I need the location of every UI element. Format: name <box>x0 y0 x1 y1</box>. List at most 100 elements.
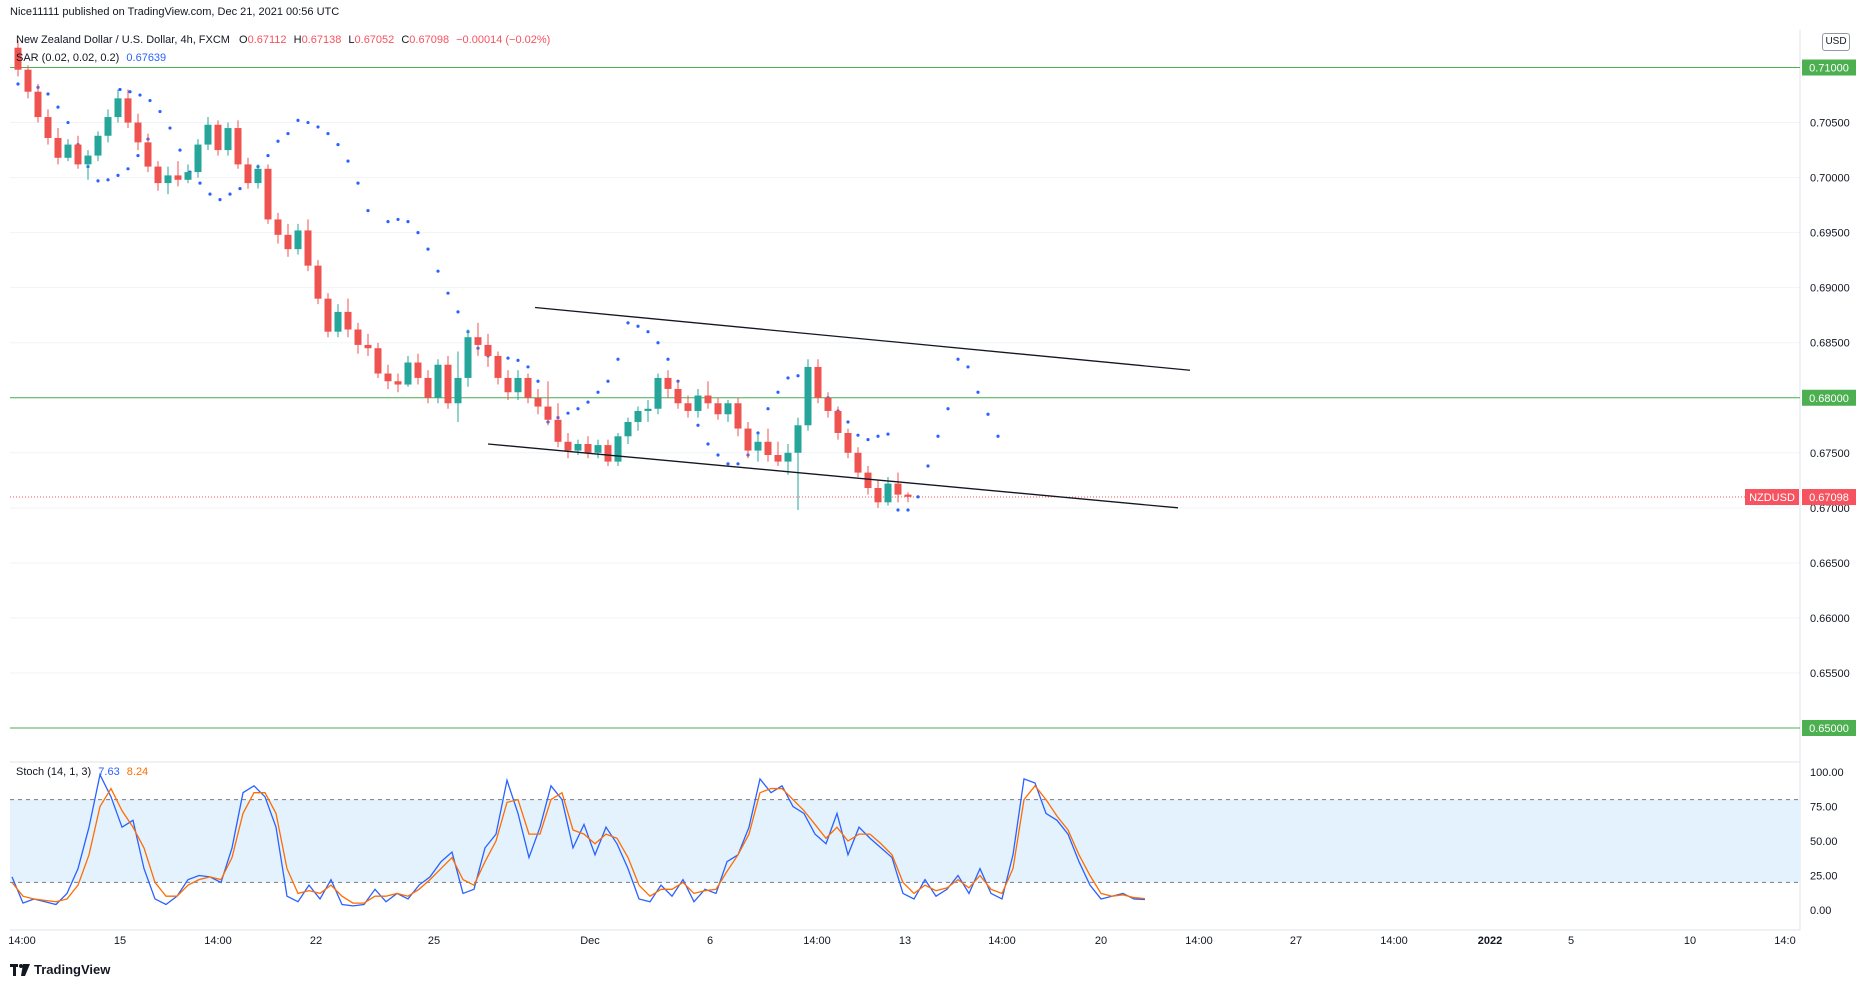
candle-body <box>634 410 642 422</box>
sar-dot <box>916 495 920 499</box>
symbol-header: New Zealand Dollar / U.S. Dollar, 4h, FX… <box>16 34 550 46</box>
candle-body <box>754 441 762 451</box>
candle-body <box>254 168 262 184</box>
candle-body <box>824 397 832 411</box>
price-axis[interactable]: 0.71000 0.70500 0.70000 0.69500 0.69000 0.685… <box>1745 59 1856 736</box>
sar-dots <box>16 82 1000 512</box>
sar-dot <box>228 192 232 196</box>
sar-dot <box>138 93 142 97</box>
time-tick-label: 14:00 <box>1185 935 1213 947</box>
time-tick-label: Dec <box>580 935 600 947</box>
candle-body <box>594 445 602 453</box>
sar-dot <box>626 321 630 325</box>
candle-body <box>584 443 592 453</box>
sar-dot <box>136 153 140 158</box>
price-level-tag: 0.65000 <box>1809 723 1849 735</box>
tradingview-logo[interactable]: TradingView <box>10 962 110 977</box>
last-symbol-tag: NZDUSD <box>1749 492 1795 504</box>
stoch-axis[interactable]: 100.00 75.00 50.00 25.00 0.00 <box>1810 767 1844 917</box>
candle-body <box>64 144 72 158</box>
candle-body <box>514 377 522 393</box>
sar-dot <box>606 379 610 383</box>
candle-body <box>104 117 112 136</box>
candle-body <box>734 403 742 429</box>
candle-body <box>704 395 712 404</box>
sar-dot <box>636 324 640 328</box>
ohlc-change: −0.00014 (−0.02%) <box>456 34 551 46</box>
candle-body <box>454 377 462 404</box>
candle-body <box>904 494 912 497</box>
candle-body <box>434 364 442 398</box>
stoch-tick-label: 25.00 <box>1810 871 1838 883</box>
candle-body <box>284 234 292 250</box>
sar-dot <box>776 390 780 394</box>
candle-body <box>214 124 222 151</box>
candle-body <box>694 395 702 411</box>
candle-body <box>204 124 212 145</box>
price-tick-label: 0.66500 <box>1810 558 1850 570</box>
sar-dot <box>986 412 990 416</box>
last-price-tag-bg <box>1802 489 1856 506</box>
sar-dot <box>956 357 960 361</box>
sar-dot <box>96 179 100 183</box>
price-tick-label: 0.65500 <box>1810 668 1850 680</box>
candle-body <box>304 230 312 266</box>
candle-body <box>164 175 172 184</box>
sar-dot <box>326 131 330 136</box>
candle-body <box>494 355 502 378</box>
price-tick-label: 0.67500 <box>1810 448 1850 460</box>
currency-badge[interactable]: USD <box>1822 33 1850 51</box>
sar-dot <box>118 87 122 92</box>
candle-body <box>854 452 862 473</box>
time-tick-label: 15 <box>114 935 126 947</box>
sar-dot <box>148 98 152 103</box>
sar-legend[interactable]: SAR (0.02, 0.02, 0.2) 0.67639 <box>16 52 166 64</box>
sar-value: 0.67639 <box>126 52 167 64</box>
candle-body <box>684 403 692 411</box>
sar-dot <box>716 453 720 457</box>
horizontal-levels[interactable] <box>10 67 1800 729</box>
candle-body <box>184 172 192 180</box>
price-tick-label: 0.67000 <box>1810 503 1850 515</box>
time-axis[interactable]: 14:00 15 14:00 22 25 Dec 6 14:00 13 14:00 20 14:00 2… <box>8 935 1795 947</box>
channel-upper-trendline[interactable] <box>534 306 1191 371</box>
price-level-tag: 0.68000 <box>1809 393 1849 405</box>
candle-body <box>234 128 242 165</box>
candle-body <box>874 488 882 503</box>
candle-body <box>444 364 452 404</box>
channel-lower-trendline[interactable] <box>487 443 1179 509</box>
candle-body <box>314 265 322 299</box>
sar-dot <box>616 357 620 361</box>
sar-dot <box>396 217 400 222</box>
sar-dot <box>238 187 242 191</box>
sar-dot <box>446 291 450 295</box>
sar-dot <box>536 379 540 383</box>
candle-body <box>504 377 512 393</box>
candle-body <box>334 311 342 332</box>
stoch-tick-label: 50.00 <box>1810 836 1838 848</box>
price-level-tag-bg <box>1802 389 1856 406</box>
candle-body <box>404 362 412 385</box>
stoch-legend[interactable]: Stoch (14, 1, 3) 7.63 8.24 <box>16 766 148 778</box>
sar-dot <box>506 356 510 360</box>
candle-body <box>24 69 32 92</box>
time-tick-label: 14:00 <box>8 935 36 947</box>
channel-trendlines[interactable] <box>487 306 1191 509</box>
sar-dot <box>976 390 980 394</box>
sar-dot <box>416 231 420 235</box>
sar-dot <box>796 374 800 378</box>
sar-dot <box>876 434 880 438</box>
sar-label: SAR (0.02, 0.02, 0.2) <box>16 52 120 64</box>
time-tick-label: 10 <box>1684 935 1696 947</box>
sar-dot <box>886 432 890 436</box>
candle-body <box>354 329 362 345</box>
sar-dot <box>646 330 650 334</box>
price-tick-label: 0.70500 <box>1810 118 1850 130</box>
sar-dot <box>356 181 360 185</box>
sar-dot <box>366 209 370 213</box>
candle-body <box>244 164 252 184</box>
sar-dot <box>526 365 530 369</box>
candle-body <box>84 155 92 165</box>
candle-body <box>74 144 82 165</box>
